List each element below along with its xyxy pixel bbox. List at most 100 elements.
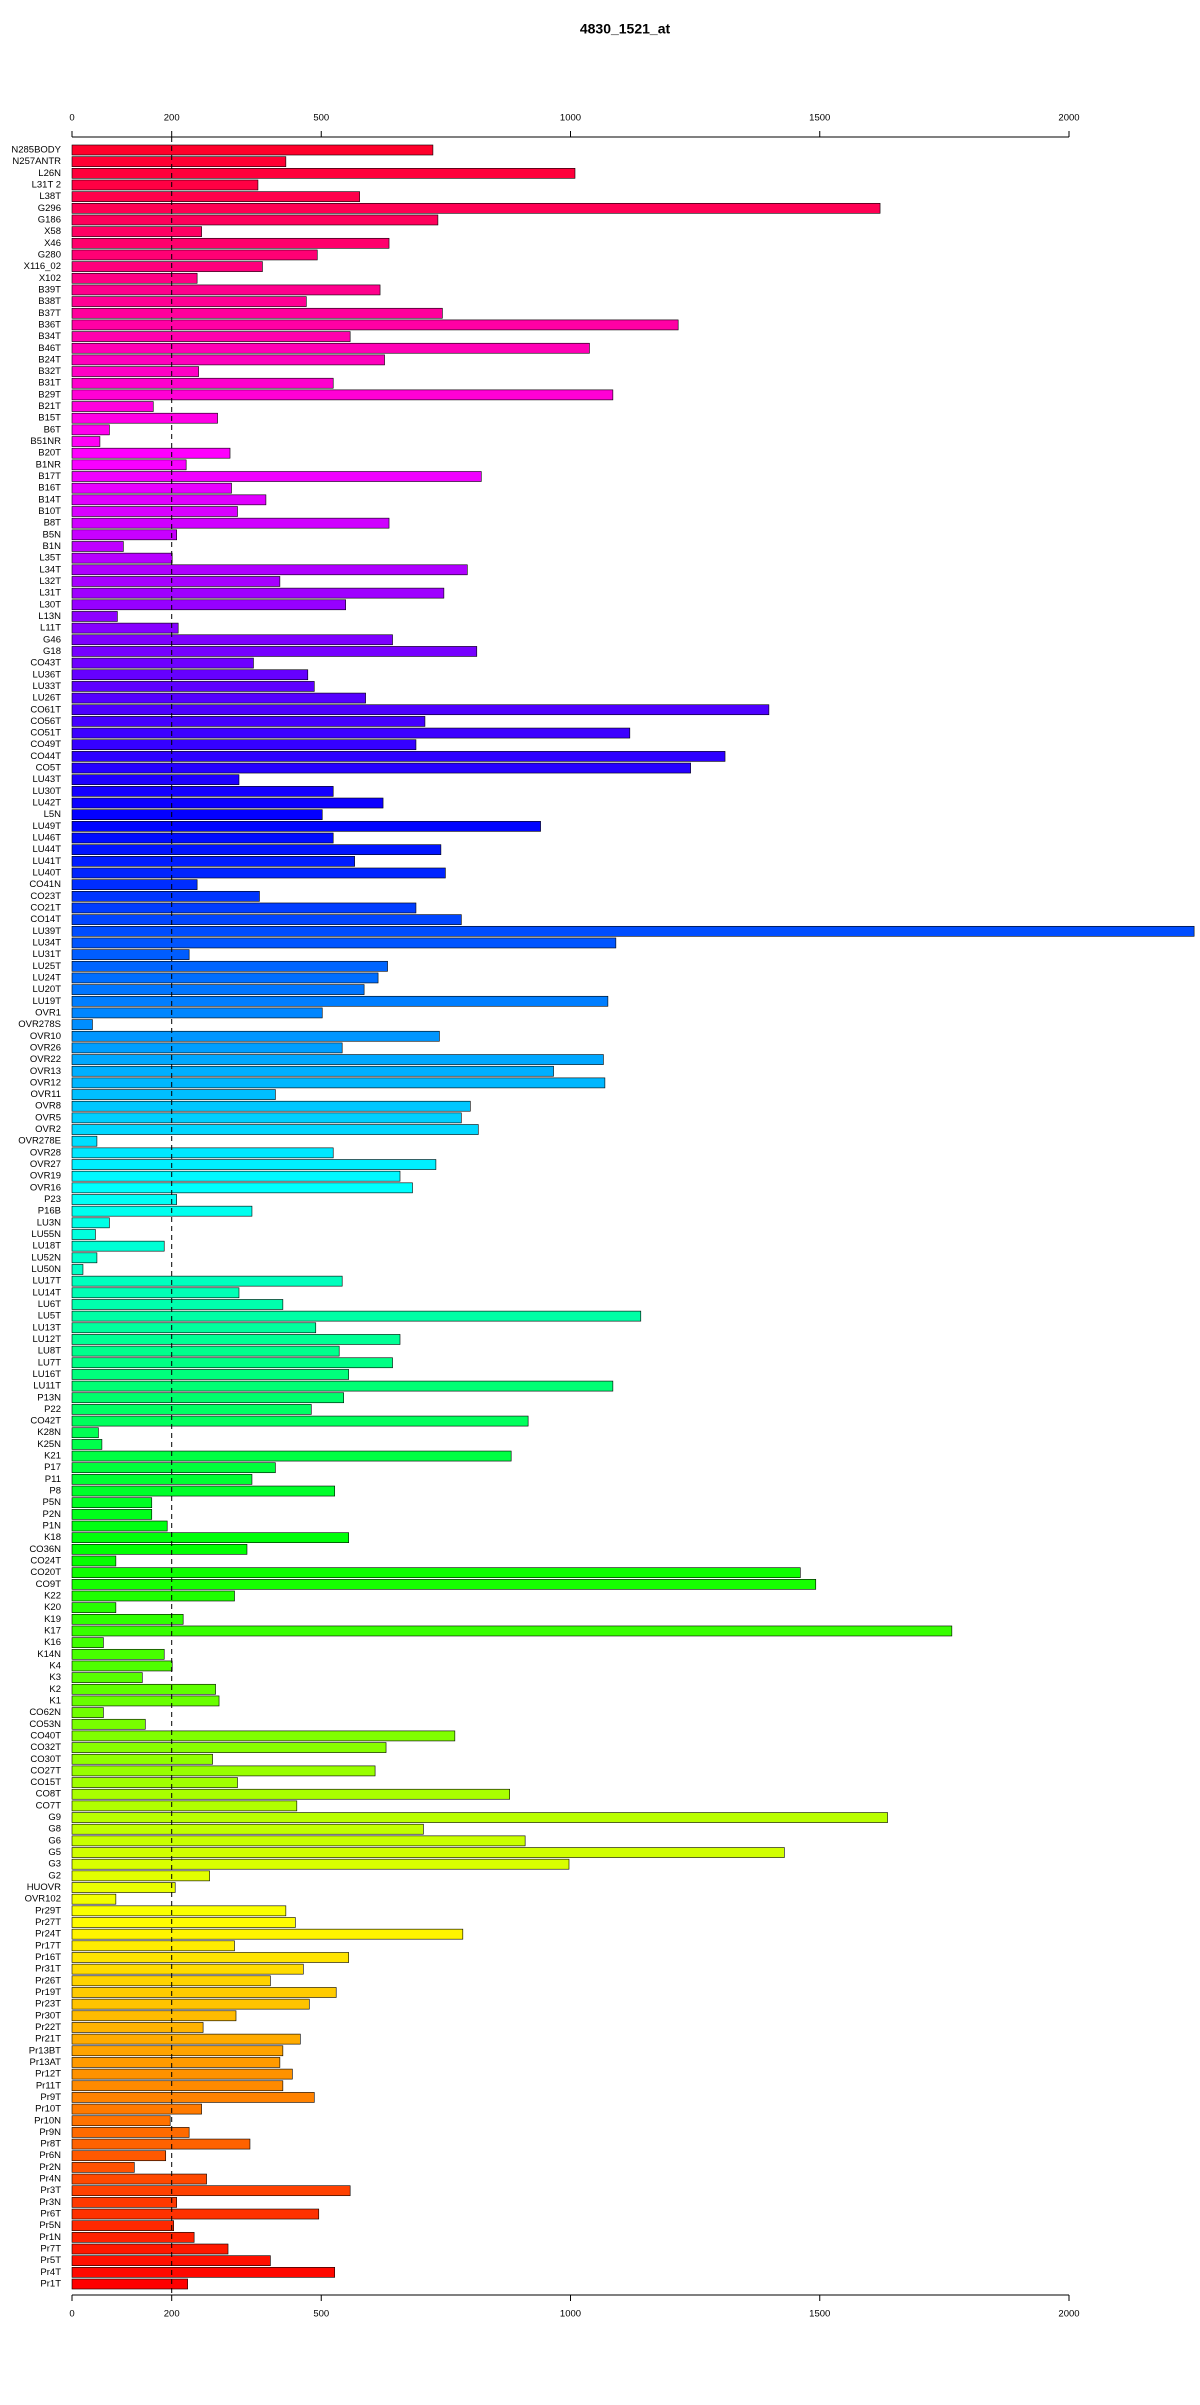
x-tick-label: 200 <box>164 2309 180 2320</box>
category-label: Pr16T <box>35 1952 61 1963</box>
category-label: Pr30T <box>35 2010 61 2021</box>
bar <box>71 1287 240 1299</box>
bar <box>71 226 202 237</box>
bar <box>71 1380 614 1392</box>
category-label: CO21T <box>30 902 61 913</box>
category-label: LU7T <box>38 1357 61 1368</box>
category-label: LU18T <box>32 1241 61 1252</box>
bar <box>71 1462 276 1474</box>
category-label: N257ANTR <box>12 156 61 167</box>
category-label: CO7T <box>36 1800 62 1811</box>
category-label: LU16T <box>32 1369 61 1380</box>
bar <box>71 506 238 517</box>
bar <box>71 366 199 377</box>
category-label: L11T <box>40 623 61 634</box>
bar <box>71 377 334 389</box>
bar <box>71 2115 171 2127</box>
bar <box>71 646 478 657</box>
bar <box>71 972 379 984</box>
bar <box>71 191 360 202</box>
category-label: B38T <box>38 296 61 307</box>
bar <box>71 925 1195 937</box>
category-label: B34T <box>38 331 61 342</box>
category-label: L32T <box>39 576 61 587</box>
bar <box>71 1089 276 1100</box>
category-label: LU19T <box>32 996 61 1007</box>
bar <box>71 809 323 821</box>
category-label: B51NR <box>30 436 61 447</box>
category-label: CO8T <box>36 1789 62 1800</box>
category-label: Pr13AT <box>29 2057 61 2068</box>
category-label: L5N <box>44 809 62 820</box>
x-tick-label: 1000 <box>560 113 581 124</box>
bar <box>71 1065 554 1077</box>
category-label: CO41N <box>29 879 61 890</box>
category-label: P16B <box>38 1206 61 1217</box>
category-label: L13N <box>38 611 61 622</box>
bar <box>71 1100 471 1112</box>
bar <box>71 1742 387 1753</box>
bar <box>71 319 679 331</box>
category-label: Pr6T <box>40 2209 61 2220</box>
bar <box>71 1707 104 1718</box>
category-label: G6 <box>48 1835 61 1846</box>
bar <box>71 331 351 342</box>
category-label: P22 <box>44 1404 61 1415</box>
category-label: B36T <box>38 319 61 330</box>
x-tick-label: 1500 <box>809 2309 830 2320</box>
category-label: CO51T <box>30 728 61 739</box>
x-tick-label: 1500 <box>809 113 830 124</box>
category-label: LU44T <box>32 844 61 855</box>
category-label: Pr6N <box>39 2150 61 2161</box>
category-label: P5N <box>43 1497 62 1508</box>
category-label: K20 <box>44 1602 61 1613</box>
bar <box>71 1229 96 1240</box>
category-label: B10T <box>38 506 61 517</box>
category-label: LU50N <box>31 1264 61 1275</box>
category-label: Pr7T <box>40 2244 61 2255</box>
bar <box>71 704 770 716</box>
category-label: Pr9N <box>39 2127 61 2138</box>
bar <box>71 144 434 156</box>
bar <box>71 1613 184 1625</box>
bar <box>71 307 443 319</box>
bar <box>71 1544 248 1555</box>
category-label: LU20T <box>32 984 61 995</box>
category-label: OVR19 <box>30 1171 61 1182</box>
category-label: B29T <box>38 389 61 400</box>
bar <box>71 1135 98 1147</box>
category-label: G280 <box>38 249 61 260</box>
bar <box>71 2103 202 2115</box>
category-label: P2N <box>43 1509 62 1520</box>
category-label: CO44T <box>30 751 61 762</box>
category-label: CO9T <box>36 1579 62 1590</box>
bar <box>71 2267 336 2278</box>
bar <box>71 564 468 576</box>
bar <box>71 1369 349 1380</box>
bar <box>71 751 726 762</box>
category-label: LU5T <box>38 1311 61 1322</box>
x-tick-label: 1000 <box>560 2309 581 2320</box>
category-label: LU8T <box>38 1346 61 1357</box>
category-label: B17T <box>38 471 61 482</box>
bar <box>71 1555 117 1567</box>
category-label: LU30T <box>32 786 61 797</box>
category-label: G3 <box>48 1859 61 1870</box>
bar <box>71 739 417 751</box>
bar <box>71 1847 785 1858</box>
bar <box>71 1893 117 1905</box>
category-label: Pr19T <box>35 1987 61 1998</box>
bar <box>71 1963 304 1975</box>
bar <box>71 937 617 949</box>
bar <box>71 774 240 786</box>
category-label: Pr12T <box>35 2069 61 2080</box>
category-label: B20T <box>38 448 61 459</box>
category-label: OVR1 <box>35 1007 61 1018</box>
bar <box>71 2232 195 2243</box>
category-label: K19 <box>44 1614 61 1625</box>
category-label: OVR5 <box>35 1112 61 1123</box>
bar <box>71 1882 176 1893</box>
category-label: G18 <box>43 646 61 657</box>
category-label: G296 <box>38 203 61 214</box>
bar <box>71 1718 146 1730</box>
